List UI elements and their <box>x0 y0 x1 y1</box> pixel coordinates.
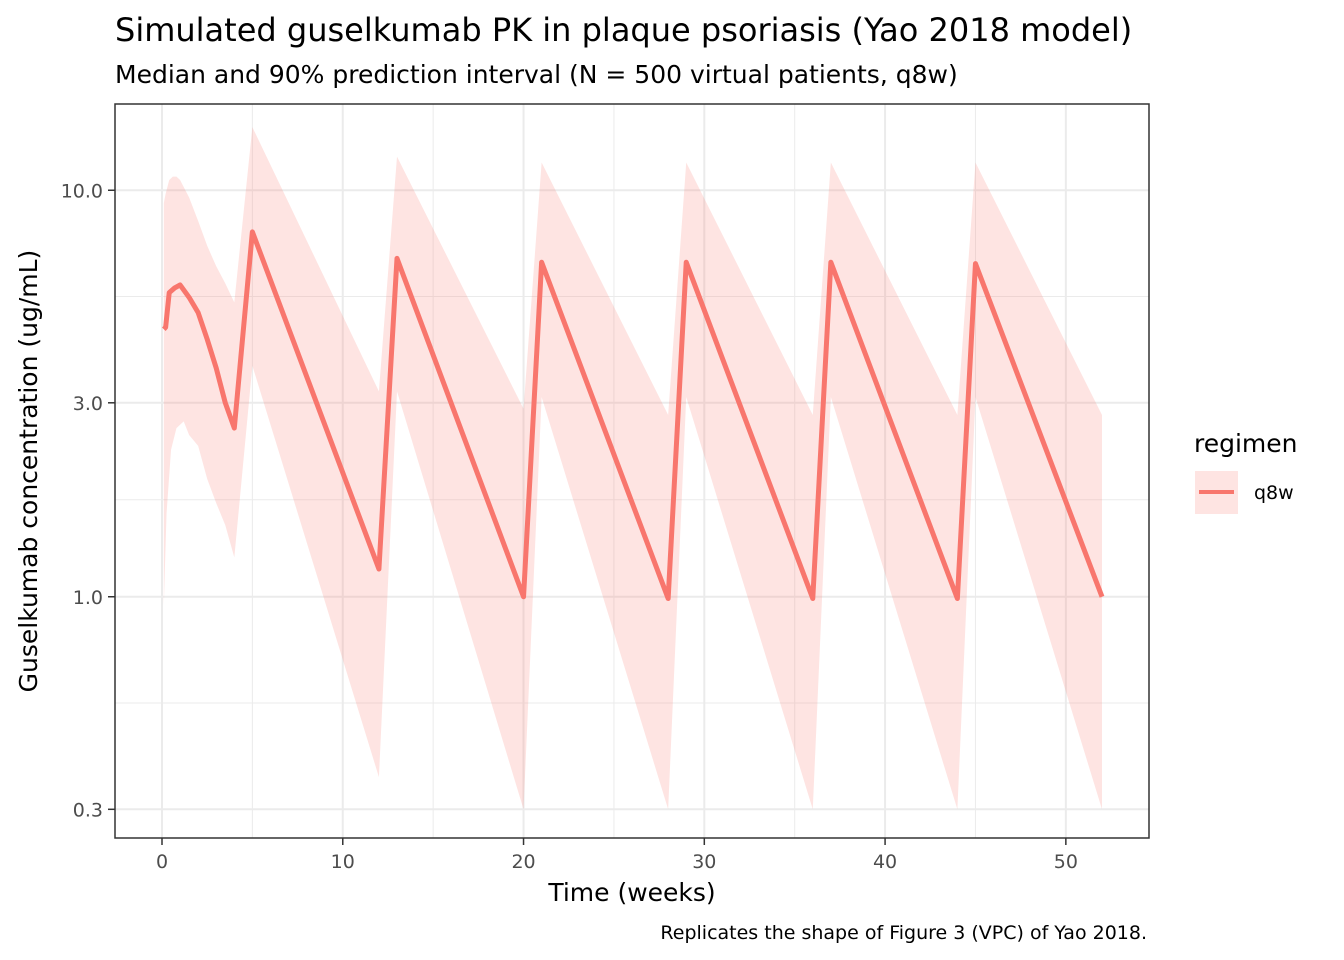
x-tick-label: 0 <box>156 851 168 873</box>
plot-panel: 0 10 20 30 40 50 0.3 1.0 3.0 10.0 <box>61 103 1150 873</box>
chart-subtitle: Median and 90% prediction interval (N = … <box>115 60 958 89</box>
x-tick-label: 20 <box>511 851 535 873</box>
y-tick-label: 10.0 <box>61 180 103 202</box>
y-axis-title: Guselkumab concentration (ug/mL) <box>14 250 43 693</box>
chart-title: Simulated guselkumab PK in plaque psoria… <box>115 11 1132 49</box>
x-tick-label: 40 <box>873 851 897 873</box>
y-tick-label: 0.3 <box>73 799 103 821</box>
legend-label-q8w: q8w <box>1254 482 1294 504</box>
y-tick-label: 1.0 <box>73 587 103 609</box>
legend: regimen q8w <box>1194 429 1298 514</box>
legend-title: regimen <box>1194 429 1298 458</box>
prediction-interval-band-q8w <box>163 127 1102 810</box>
x-tick-label: 10 <box>331 851 355 873</box>
panel-background <box>115 104 1149 838</box>
chart-caption: Replicates the shape of Figure 3 (VPC) o… <box>660 922 1147 944</box>
x-axis-title: Time (weeks) <box>547 878 715 907</box>
y-tick-label: 3.0 <box>73 393 103 415</box>
median-line-q8w <box>161 229 1105 602</box>
panel-border <box>114 103 1150 839</box>
x-tick-label: 30 <box>692 851 716 873</box>
x-tick-label: 50 <box>1054 851 1078 873</box>
